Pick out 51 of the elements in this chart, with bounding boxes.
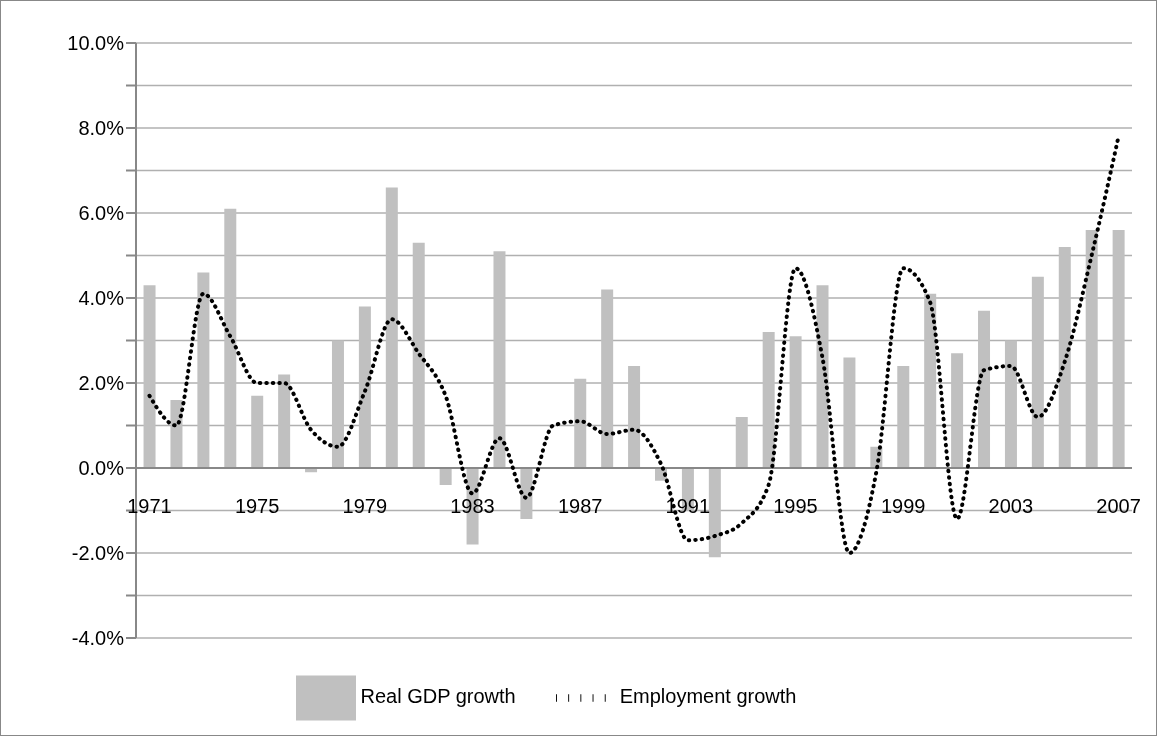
bar bbox=[224, 208, 237, 468]
bar bbox=[924, 293, 937, 468]
bar bbox=[978, 310, 991, 468]
bar bbox=[197, 272, 210, 468]
bar bbox=[574, 378, 587, 468]
bar bbox=[897, 366, 910, 468]
bar bbox=[493, 251, 506, 468]
bar bbox=[843, 357, 856, 468]
y-tick-label: 4.0% bbox=[78, 287, 125, 310]
bar bbox=[601, 289, 614, 468]
x-tick-label: 1991 bbox=[665, 495, 711, 518]
bar bbox=[278, 374, 291, 468]
y-tick-label: -4.0% bbox=[71, 627, 125, 650]
bar bbox=[143, 285, 156, 468]
x-tick-label: 1995 bbox=[773, 495, 818, 518]
legend-label: Employment growth bbox=[619, 685, 797, 708]
y-tick-label: 6.0% bbox=[78, 202, 125, 225]
bar bbox=[520, 468, 533, 519]
bar bbox=[789, 336, 802, 468]
x-tick-label: 2007 bbox=[1096, 495, 1141, 518]
y-tick-label: 2.0% bbox=[78, 372, 125, 395]
x-tick-label: 1987 bbox=[557, 495, 603, 518]
bar bbox=[762, 332, 775, 468]
bar bbox=[1004, 340, 1017, 468]
bar bbox=[251, 395, 264, 468]
bar bbox=[1085, 230, 1098, 468]
x-tick-label: 1971 bbox=[127, 495, 172, 518]
bar bbox=[1112, 230, 1125, 468]
bar bbox=[816, 285, 829, 468]
legend-label: Real GDP growth bbox=[360, 685, 516, 708]
x-tick-label: 1975 bbox=[234, 495, 280, 518]
bar bbox=[708, 468, 721, 558]
bar bbox=[358, 306, 371, 468]
bar bbox=[951, 353, 964, 468]
bar bbox=[735, 417, 748, 468]
y-tick-label: -2.0% bbox=[71, 542, 125, 565]
y-tick-label: 0.0% bbox=[78, 457, 125, 480]
x-tick-label: 1999 bbox=[880, 495, 926, 518]
bar bbox=[170, 400, 183, 468]
x-tick-label: 1979 bbox=[342, 495, 388, 518]
x-tick-label: 1983 bbox=[450, 495, 495, 518]
x-tick-label: 2003 bbox=[988, 495, 1034, 518]
bar bbox=[439, 468, 452, 485]
bar bbox=[628, 366, 641, 468]
bar bbox=[1058, 247, 1071, 468]
y-tick-label: 10.0% bbox=[67, 32, 125, 55]
bar bbox=[331, 340, 344, 468]
bar bbox=[385, 187, 398, 468]
y-tick-label: 8.0% bbox=[78, 117, 125, 140]
bar bbox=[412, 242, 425, 468]
bar bbox=[1031, 276, 1044, 468]
